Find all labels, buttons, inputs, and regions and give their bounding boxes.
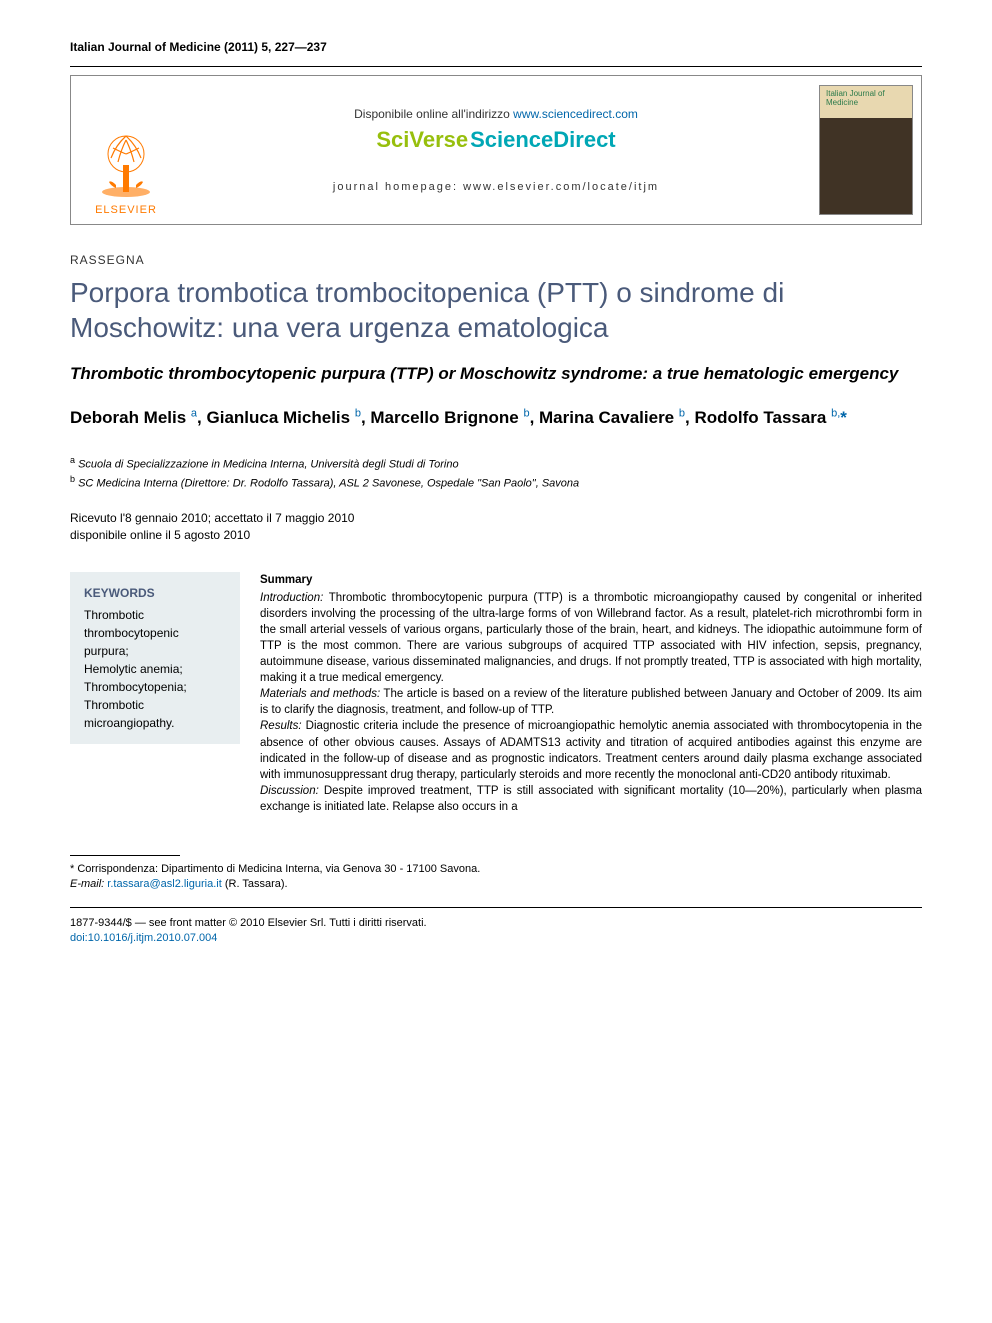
online-date: disponibile online il 5 agosto 2010	[70, 527, 922, 544]
intro-text: Thrombotic thrombocytopenic purpura (TTP…	[260, 592, 922, 684]
sciverse-word: SciVerse	[376, 127, 468, 153]
summary-results: Results: Diagnostic criteria include the…	[260, 718, 922, 782]
affiliation-a: a Scuola di Specializzazione in Medicina…	[70, 454, 922, 473]
discussion-label: Discussion:	[260, 785, 319, 797]
issn-copyright-line: 1877-9344/$ — see front matter © 2010 El…	[70, 916, 922, 931]
sciencedirect-word: ScienceDirect	[470, 127, 616, 153]
email-label: E-mail:	[70, 878, 107, 890]
affiliations: a Scuola di Specializzazione in Medicina…	[70, 454, 922, 492]
journal-cover-thumbnail: Italian Journal of Medicine	[819, 85, 913, 215]
masthead: ELSEVIER Disponibile online all'indirizz…	[70, 75, 922, 225]
journal-reference: Italian Journal of Medicine (2011) 5, 22…	[70, 40, 922, 54]
article-dates: Ricevuto l'8 gennaio 2010; accettato il …	[70, 510, 922, 544]
cover-title-text: Italian Journal of Medicine	[826, 90, 912, 108]
doi-line: doi:10.1016/j.itjm.2010.07.004	[70, 931, 922, 946]
summary-discussion: Discussion: Despite improved treatment, …	[260, 783, 922, 815]
author-list: Deborah Melis a, Gianluca Michelis b, Ma…	[70, 406, 922, 430]
intro-label: Introduction:	[260, 592, 323, 604]
copyright-block: 1877-9344/$ — see front matter © 2010 El…	[70, 916, 922, 947]
available-online-line: Disponibile online all'indirizzo www.sci…	[354, 107, 638, 121]
cover-block: Italian Journal of Medicine	[811, 76, 921, 224]
publisher-name: ELSEVIER	[95, 204, 157, 216]
affiliation-a-text: Scuola di Specializzazione in Medicina I…	[78, 458, 459, 470]
correspondence-address: * Corrispondenza: Dipartimento di Medici…	[70, 862, 922, 877]
received-accepted-date: Ricevuto l'8 gennaio 2010; accettato il …	[70, 510, 922, 527]
article-title-italian: Porpora trombotica trombocitopenica (PTT…	[70, 275, 922, 345]
summary-methods: Materials and methods: The article is ba…	[260, 686, 922, 718]
summary-intro: Introduction: Thrombotic thrombocytopeni…	[260, 590, 922, 687]
article-type-label: RASSEGNA	[70, 253, 922, 267]
methods-label: Materials and methods:	[260, 688, 380, 700]
masthead-center: Disponibile online all'indirizzo www.sci…	[181, 76, 811, 224]
elsevier-tree-icon	[91, 130, 161, 200]
summary-heading: Summary	[260, 572, 922, 588]
corr-text: Corrispondenza: Dipartimento di Medicina…	[74, 863, 480, 875]
doi-link[interactable]: doi:10.1016/j.itjm.2010.07.004	[70, 932, 217, 944]
results-text: Diagnostic criteria include the presence…	[260, 720, 922, 780]
article-title-english: Thrombotic thrombocytopenic purpura (TTP…	[70, 363, 922, 386]
correspondence-email-link[interactable]: r.tassara@asl2.liguria.it	[107, 878, 222, 890]
affiliation-b-text: SC Medicina Interna (Direttore: Dr. Rodo…	[78, 478, 579, 490]
results-label: Results:	[260, 720, 302, 732]
sciverse-logo: SciVerse ScienceDirect	[376, 127, 615, 153]
footnote-rule	[70, 855, 180, 856]
keywords-list: Thrombotic thrombocytopenic purpura;Hemo…	[84, 606, 226, 732]
summary-column: Summary Introduction: Thrombotic thrombo…	[260, 572, 922, 815]
publisher-block: ELSEVIER	[71, 76, 181, 224]
keywords-summary-row: KEYWORDS Thrombotic thrombocytopenic pur…	[70, 572, 922, 815]
keywords-heading: KEYWORDS	[84, 584, 226, 602]
journal-homepage: journal homepage: www.elsevier.com/locat…	[333, 181, 659, 193]
email-suffix: (R. Tassara).	[222, 878, 288, 890]
bottom-rule	[70, 907, 922, 908]
correspondence: * Corrispondenza: Dipartimento di Medici…	[70, 862, 922, 893]
discussion-text: Despite improved treatment, TTP is still…	[260, 785, 922, 813]
affiliation-b: b SC Medicina Interna (Direttore: Dr. Ro…	[70, 473, 922, 492]
keywords-box: KEYWORDS Thrombotic thrombocytopenic pur…	[70, 572, 240, 744]
sciencedirect-link[interactable]: www.sciencedirect.com	[513, 107, 638, 121]
correspondence-email-line: E-mail: r.tassara@asl2.liguria.it (R. Ta…	[70, 877, 922, 892]
available-prefix: Disponibile online all'indirizzo	[354, 107, 513, 121]
rule-top	[70, 66, 922, 67]
